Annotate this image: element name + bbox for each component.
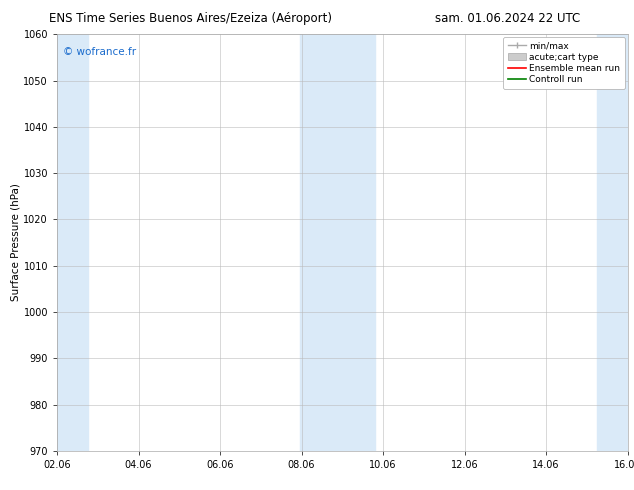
- Bar: [299, 34, 375, 451]
- Text: © wofrance.fr: © wofrance.fr: [63, 47, 136, 57]
- Y-axis label: Surface Pressure (hPa): Surface Pressure (hPa): [11, 184, 21, 301]
- Text: ENS Time Series Buenos Aires/Ezeiza (Aéroport): ENS Time Series Buenos Aires/Ezeiza (Aér…: [49, 12, 332, 25]
- Text: sam. 01.06.2024 22 UTC: sam. 01.06.2024 22 UTC: [434, 12, 580, 25]
- Legend: min/max, acute;cart type, Ensemble mean run, Controll run: min/max, acute;cart type, Ensemble mean …: [503, 37, 625, 89]
- Bar: [597, 34, 628, 451]
- Bar: [57, 34, 87, 451]
